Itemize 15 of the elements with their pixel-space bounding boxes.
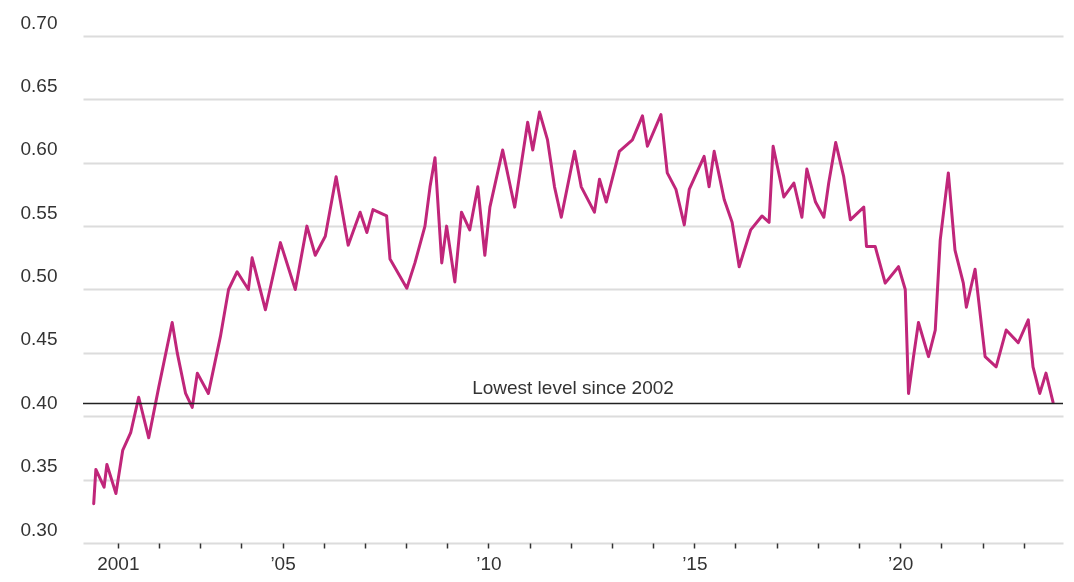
x-tick-label: ’15 — [682, 552, 708, 574]
x-tick-label: ’20 — [888, 552, 914, 574]
y-tick-label: 0.50 — [20, 265, 58, 286]
x-tick-label: ’10 — [476, 552, 502, 574]
y-tick-label: 0.70 — [20, 11, 58, 33]
y-tick-label: 0.35 — [20, 455, 58, 477]
y-tick-label: 0.40 — [20, 391, 58, 413]
y-tick-label: 0.30 — [20, 518, 58, 540]
y-tick-label: 0.45 — [20, 328, 58, 350]
x-tick-label: ’05 — [270, 552, 296, 574]
y-tick-label: 0.55 — [20, 201, 58, 223]
y-tick-label: 0.65 — [20, 74, 58, 96]
y-tick-label: 0.60 — [20, 138, 58, 160]
ref-line-label: Lowest level since 2002 — [472, 376, 674, 398]
x-tick-label: 2001 — [97, 552, 140, 574]
